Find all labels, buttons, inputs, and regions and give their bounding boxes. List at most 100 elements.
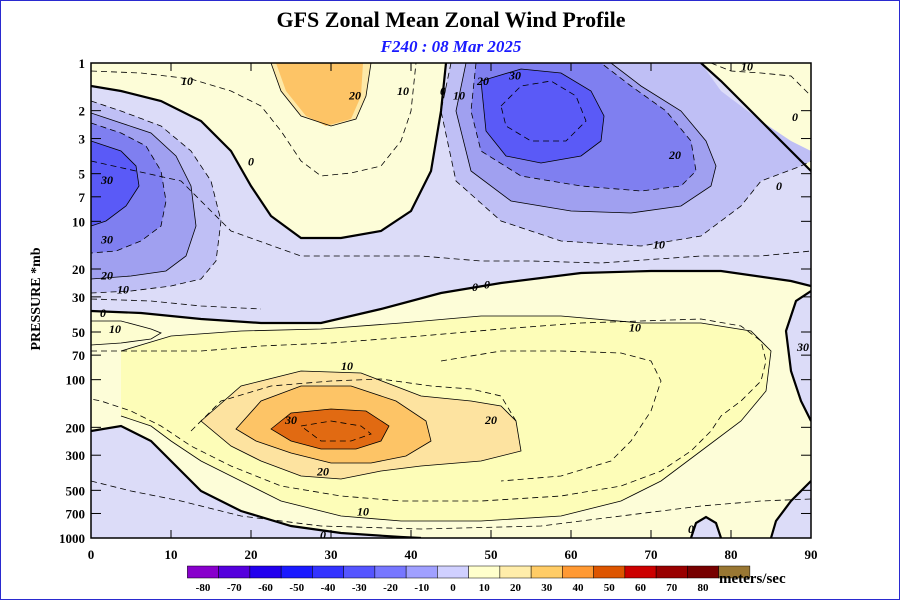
plot-area: 10 20 10 0 10 20 30 10 0 0 20 0 30 30 10 20 10 0 0 0 10 10 10 3… [91,59,811,542]
contour-label: 10 [181,74,193,88]
y-tick-label: 20 [72,262,85,277]
colorbar-swatch [405,565,438,579]
band-neg-40-upper-right [481,69,604,163]
colorbar-label: -40 [321,582,336,594]
contour-label: 10 [397,84,409,98]
colorbar-swatch [312,565,344,579]
contour-label: 30 [100,232,113,246]
colorbar-label: 70 [666,582,678,594]
x-tick-label: 40 [405,547,418,562]
band-pos-20-top [276,63,363,126]
contour-label: 20 [100,269,113,283]
contour-label: 10 [741,59,753,73]
plot-border [90,62,812,539]
y-tick-label: 700 [66,506,86,521]
y-tick-label: 100 [66,373,86,388]
y-tick-label: 10 [72,214,85,229]
contour-label: 10 [341,359,353,373]
x-tick-label: 20 [245,547,258,562]
contour-label: 0 [472,280,478,294]
colorbar-swatch [249,565,282,579]
units-label: meters/sec [719,571,786,587]
colorbar-label: 80 [698,582,710,594]
x-tick-label: 60 [565,547,578,562]
contour-label: 30 [284,413,297,427]
colorbar-label: -80 [196,582,211,594]
contour-label: 30 [508,69,521,83]
negative-region-lower-left [91,426,421,538]
y-tick-label: 200 [66,420,86,435]
negative-region-right-low [771,481,811,538]
x-tick-label: 10 [165,547,178,562]
colorbar-label: -20 [383,582,398,594]
y-tick-label: 3 [79,132,86,147]
colorbar-swatch [437,565,469,579]
colorbar-swatch [718,565,751,579]
contour-label: 0 [688,522,694,536]
colorbar-swatch [624,565,657,579]
y-tick-label: 70 [72,348,85,363]
x-tick-label: 70 [645,547,658,562]
y-tick-label: 30 [72,290,85,305]
colorbar-label: 60 [635,582,647,594]
contour-label: 10 [653,237,665,251]
y-tick-label: 1000 [59,531,85,546]
colorbar-swatch [218,565,251,579]
y-tick-label: 1 [79,56,86,71]
colorbar-swatch [530,565,563,579]
x-tick-label: 90 [805,547,818,562]
contour-label: 0 [776,179,782,193]
band-neg-40-upper-left [91,141,139,226]
contour-label: 20 [476,74,489,88]
colorbar-swatch [499,565,532,579]
dashed-contours [91,63,811,530]
colorbar-swatch [343,565,376,579]
contour-label: 0 [320,528,326,542]
x-tick-label: 50 [485,547,498,562]
y-tick-label: 300 [66,448,86,463]
contour-label: 10 [357,504,369,518]
colorbar-label: 0 [450,582,456,594]
x-axis: 0 10 20 30 40 50 60 70 80 90 [88,63,818,562]
colorbar-label: 50 [604,582,616,594]
colorbar-label: 10 [479,582,491,594]
contour-label: 10 [117,283,129,297]
y-tick-label: 5 [79,167,86,182]
x-tick-label: 30 [325,547,338,562]
negative-region-right-mid [786,291,811,421]
colorbar-label: 40 [573,582,585,594]
colorbar-swatch [593,565,626,579]
x-tick-label: 0 [88,547,95,562]
colorbar-swatch [562,565,594,579]
contour-label: 30 [100,173,113,187]
colorbar-label: -10 [414,582,429,594]
y-tick-label: 50 [72,325,85,340]
contour-label: 0 [440,84,446,98]
contour-label: 0 [248,155,254,169]
y-tick-label: 7 [79,190,86,205]
y-tick-label: 500 [66,483,86,498]
y-tick-label: 2 [79,104,86,119]
contour-label: 10 [629,321,641,335]
colorbar-swatch [280,565,313,579]
x-tick-label: 80 [725,547,738,562]
colorbar-label: -60 [258,582,273,594]
colorbar-label: -50 [289,582,304,594]
colorbar-label: -70 [227,582,242,594]
chart-title: GFS Zonal Mean Zonal Wind Profile [276,7,626,32]
band-pos-40-lower [271,409,389,449]
colorbar-swatch [655,565,688,579]
contour-label: 20 [316,464,329,478]
contour-label: 0 [792,110,798,124]
colorbar-label: 30 [541,582,553,594]
chart-subtitle: F240 : 08 Mar 2025 [380,37,522,56]
contour-label: 20 [668,148,681,162]
colorbar-swatch [468,565,501,579]
zero-contours [91,63,811,538]
colorbar-swatch [374,565,407,579]
positive-region-top-right [701,63,811,171]
contour-label: 10 [109,322,121,336]
